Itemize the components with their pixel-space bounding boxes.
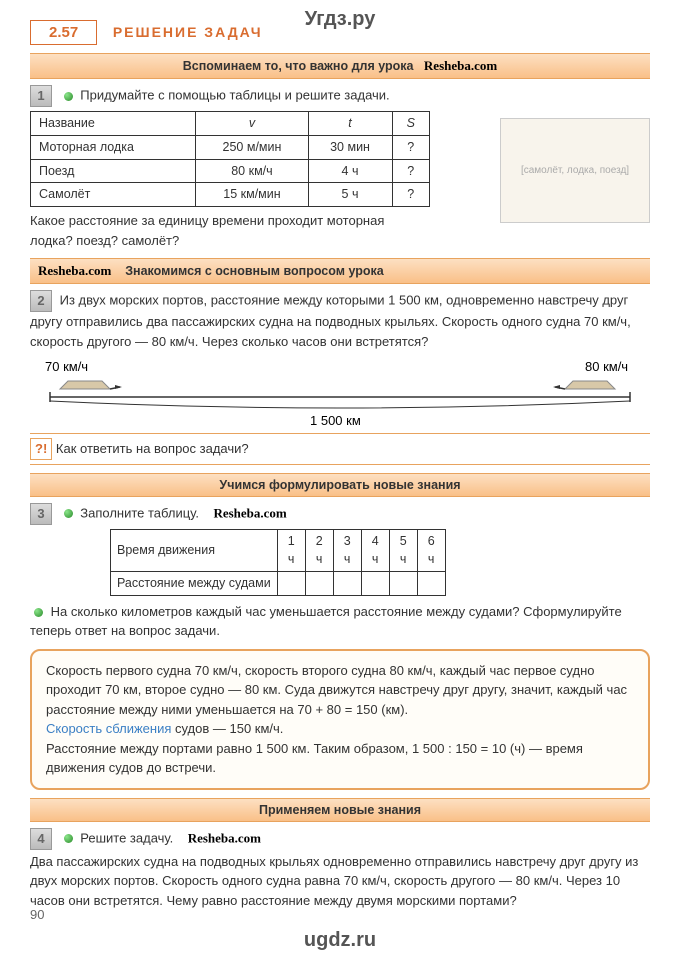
table-cell: Поезд — [31, 159, 196, 183]
task4-number: 4 — [30, 828, 52, 850]
table-row: Время движения 1 ч 2 ч 3 ч 4 ч 5 ч 6 ч — [111, 529, 446, 572]
table-row: Поезд 80 км/ч 4 ч ? — [31, 159, 430, 183]
table-cell: v — [196, 112, 308, 136]
task3: 3 Заполните таблицу. Resheba.com Время д… — [30, 503, 650, 641]
bullet-icon — [64, 92, 73, 101]
page-content: 2.57 РЕШЕНИЕ ЗАДАЧ Вспоминаем то, что ва… — [0, 0, 680, 930]
table-row: Моторная лодка 250 м/мин 30 мин ? — [31, 135, 430, 159]
bullet-icon — [64, 509, 73, 518]
table-cell: Самолёт — [31, 183, 196, 207]
table-cell: 3 ч — [333, 529, 361, 572]
table-cell: 2 ч — [305, 529, 333, 572]
table-cell: t — [308, 112, 392, 136]
resheba-brand: Resheba.com — [188, 830, 261, 845]
table-row: Самолёт 15 км/мин 5 ч ? — [31, 183, 430, 207]
task2-hint: ?! Как ответить на вопрос задачи? — [30, 433, 650, 465]
task4: 4 Решите задачу. Resheba.com Два пассажи… — [30, 828, 650, 911]
task1-question: Какое расстояние за единицу времени прох… — [30, 211, 430, 250]
task4-intro: Решите задачу. — [80, 830, 173, 845]
table-cell: ? — [392, 183, 429, 207]
section2-bar: Resheba.com Знакомимся с основным вопрос… — [30, 258, 650, 284]
table-cell: 4 ч — [308, 159, 392, 183]
table-cell: 15 км/мин — [196, 183, 308, 207]
theory-p1: Скорость первого судна 70 км/ч, скорость… — [46, 661, 634, 720]
table-row: Расстояние между судами — [111, 572, 446, 596]
task1-number: 1 — [30, 85, 52, 107]
table-row: Название v t S — [31, 112, 430, 136]
resheba-brand: Resheba.com — [424, 58, 497, 73]
table-cell — [417, 572, 445, 596]
table-cell — [389, 572, 417, 596]
table-cell: Название — [31, 112, 196, 136]
left-speed-label: 70 км/ч — [45, 359, 88, 374]
task3-intro: Заполните таблицу. — [80, 505, 199, 520]
section3-bar: Учимся формулировать новые знания — [30, 473, 650, 497]
theory-p3: Расстояние между портами равно 1 500 км.… — [46, 739, 634, 778]
resheba-brand: Resheba.com — [213, 505, 286, 520]
distance-label: 1 500 км — [310, 413, 361, 427]
watermark-top: Угдз.ру — [305, 8, 376, 31]
table-cell: Время движения — [111, 529, 278, 572]
section1-bar: Вспоминаем то, что важно для урока Reshe… — [30, 53, 650, 79]
task3-number: 3 — [30, 503, 52, 525]
resheba-brand: Resheba.com — [38, 263, 111, 278]
table-cell: 1 ч — [277, 529, 305, 572]
question-mark-icon: ?! — [30, 438, 52, 460]
section4-bar-text: Применяем новые знания — [259, 803, 421, 817]
table-cell — [333, 572, 361, 596]
bullet-icon — [64, 834, 73, 843]
table-cell: 250 м/мин — [196, 135, 308, 159]
table-cell: 80 км/ч — [196, 159, 308, 183]
task3-question-wrap: На сколько километров каждый час уменьша… — [30, 602, 650, 641]
section-number: 2.57 — [30, 20, 97, 45]
page-number: 90 — [30, 907, 44, 922]
task2: 2 Из двух морских портов, расстояние меж… — [30, 290, 650, 427]
theory-highlight: Скорость сближения — [46, 721, 171, 736]
theory-p2: Скорость сближения судов — 150 км/ч. — [46, 719, 634, 739]
table-cell: S — [392, 112, 429, 136]
task1-table: Название v t S Моторная лодка 250 м/мин … — [30, 111, 430, 207]
theory-box: Скорость первого судна 70 км/ч, скорость… — [30, 649, 650, 790]
section3-bar-text: Учимся формулировать новые знания — [219, 478, 460, 492]
watermark-bottom: ugdz.ru — [304, 929, 376, 952]
section2-bar-text: Знакомимся с основным вопросом урока — [125, 264, 384, 278]
table-cell: 30 мин — [308, 135, 392, 159]
task3-table: Время движения 1 ч 2 ч 3 ч 4 ч 5 ч 6 ч Р… — [110, 529, 446, 596]
task3-question: На сколько километров каждый час уменьша… — [30, 604, 622, 639]
table-cell: Расстояние между судами — [111, 572, 278, 596]
right-speed-label: 80 км/ч — [585, 359, 628, 374]
bullet-icon — [34, 608, 43, 617]
table-cell: 5 ч — [389, 529, 417, 572]
theory-p2-rest: судов — 150 км/ч. — [171, 721, 283, 736]
table-cell: Моторная лодка — [31, 135, 196, 159]
table-cell: 4 ч — [361, 529, 389, 572]
distance-diagram: 70 км/ч 80 км/ч 1 500 км — [30, 357, 650, 427]
section4-bar: Применяем новые знания — [30, 798, 650, 822]
diagram-svg: 70 км/ч 80 км/ч 1 500 км — [30, 357, 650, 427]
task2-number: 2 — [30, 290, 52, 312]
table-cell: ? — [392, 135, 429, 159]
illustration-transport: [самолёт, лодка, поезд] — [500, 118, 650, 223]
table-cell — [305, 572, 333, 596]
table-cell: 6 ч — [417, 529, 445, 572]
section1-bar-text: Вспоминаем то, что важно для урока — [183, 59, 414, 73]
table-cell: ? — [392, 159, 429, 183]
task1-intro: Придумайте с помощью таблицы и решите за… — [80, 87, 389, 102]
table-cell — [361, 572, 389, 596]
task2-text: Из двух морских портов, расстояние между… — [30, 292, 631, 348]
table-cell — [277, 572, 305, 596]
section-title: РЕШЕНИЕ ЗАДАЧ — [113, 24, 263, 40]
table-cell: 5 ч — [308, 183, 392, 207]
task2-hint-text: Как ответить на вопрос задачи? — [56, 441, 249, 456]
task4-text: Два пассажирских судна на подводных крыл… — [30, 852, 650, 911]
